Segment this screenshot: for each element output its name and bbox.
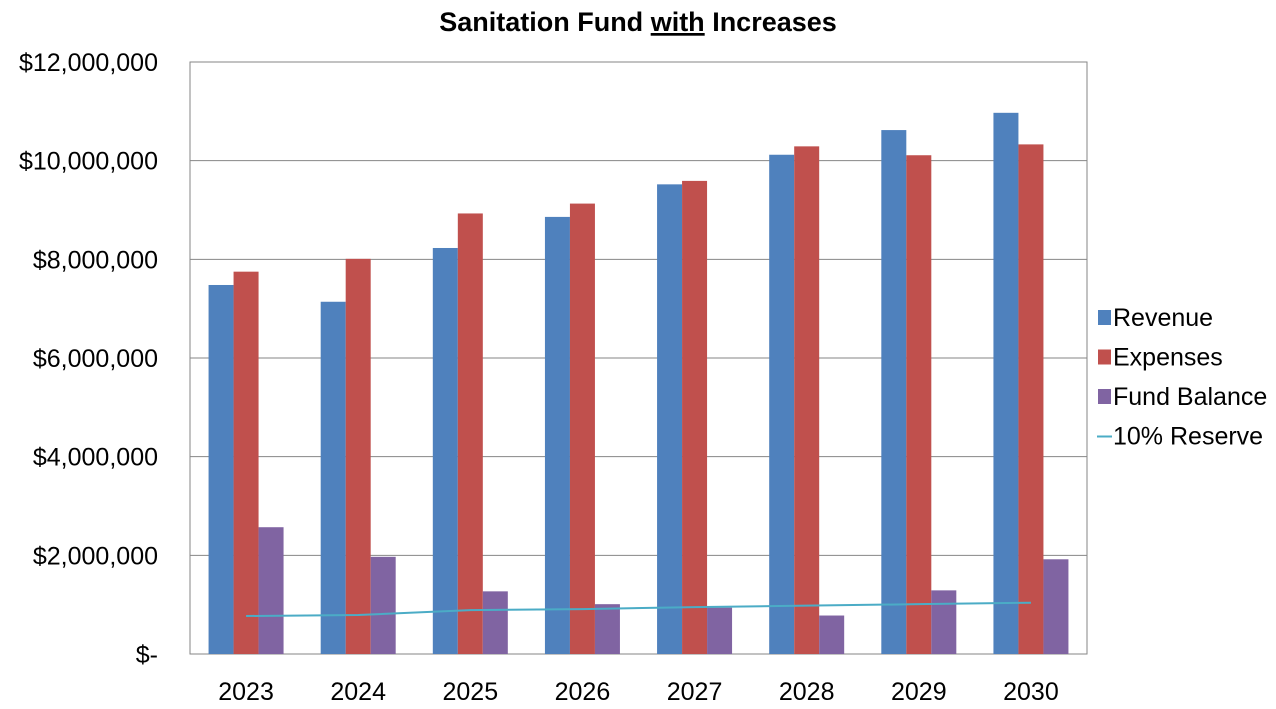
x-tick-label: 2024 [330, 678, 386, 706]
chart-title-part-3: Increases [705, 7, 837, 37]
y-tick-label: $10,000,000 [19, 148, 158, 176]
bar-revenue [769, 154, 795, 654]
bar-fund-balance [594, 604, 620, 654]
legend-label-expenses: Expenses [1113, 344, 1223, 372]
chart-title-part-2: with [650, 7, 705, 37]
y-tick-label: $- [136, 641, 158, 669]
bar-revenue [881, 130, 907, 654]
chart-title-part-1: Sanitation Fund [439, 7, 650, 37]
legend-swatch-fund-balance [1098, 389, 1111, 404]
x-tick-label: 2030 [1003, 678, 1059, 706]
bar-fund-balance [258, 527, 284, 654]
y-tick-label: $4,000,000 [33, 444, 158, 472]
y-tick-label: $8,000,000 [33, 246, 158, 274]
x-tick-label: 2026 [555, 678, 611, 706]
x-tick-label: 2027 [667, 678, 723, 706]
x-axis-tick-labels: 2023 2024 2025 2026 2027 2028 2029 2030 [218, 678, 1059, 706]
legend-swatch-revenue [1098, 310, 1111, 325]
bar-fund-balance [819, 615, 845, 654]
bar-expenses [457, 213, 483, 654]
bar-expenses [233, 271, 259, 654]
legend-swatch-expenses [1098, 349, 1111, 365]
bar-revenue [320, 301, 346, 654]
x-tick-label: 2029 [891, 678, 947, 706]
y-tick-label: $12,000,000 [19, 49, 158, 77]
bar-expenses [1018, 144, 1044, 655]
y-tick-label: $6,000,000 [33, 345, 158, 373]
legend-label-revenue: Revenue [1113, 304, 1213, 332]
x-tick-label: 2025 [443, 678, 499, 706]
bar-expenses [682, 180, 708, 655]
bar-fund-balance [482, 591, 508, 654]
legend-label-fund-balance: Fund Balance [1113, 383, 1267, 411]
plot-area-border [189, 61, 1088, 655]
reserve-line-group [246, 601, 1031, 618]
bar-fund-balance [370, 556, 396, 654]
bar-expenses [569, 203, 595, 654]
legend-label-10-reserve: 10% Reserve [1113, 423, 1263, 451]
y-axis-tick-labels: $- $2,000,000 $4,000,000 $6,000,000 $8,000,0… [19, 49, 158, 669]
bar-revenue [208, 284, 234, 654]
bar-revenue [432, 247, 458, 654]
legend: Revenue Expenses Fund Balance 10% Reserve [1097, 304, 1267, 451]
x-tick-label: 2028 [779, 678, 835, 706]
bar-fund-balance [1043, 559, 1069, 654]
x-tick-label: 2023 [218, 678, 274, 706]
bar-expenses [794, 146, 820, 655]
chart-title: Sanitation Fund with Increases [439, 7, 837, 37]
bar-revenue [993, 112, 1019, 654]
bars [208, 112, 1069, 655]
bar-revenue [544, 216, 570, 654]
bar-revenue [657, 184, 683, 654]
line-10-reserve [246, 601, 1031, 618]
bar-fund-balance [931, 590, 957, 654]
y-tick-label: $2,000,000 [33, 542, 158, 570]
bar-fund-balance [707, 607, 733, 654]
bar-expenses [906, 155, 932, 655]
bar-expenses [345, 258, 371, 654]
